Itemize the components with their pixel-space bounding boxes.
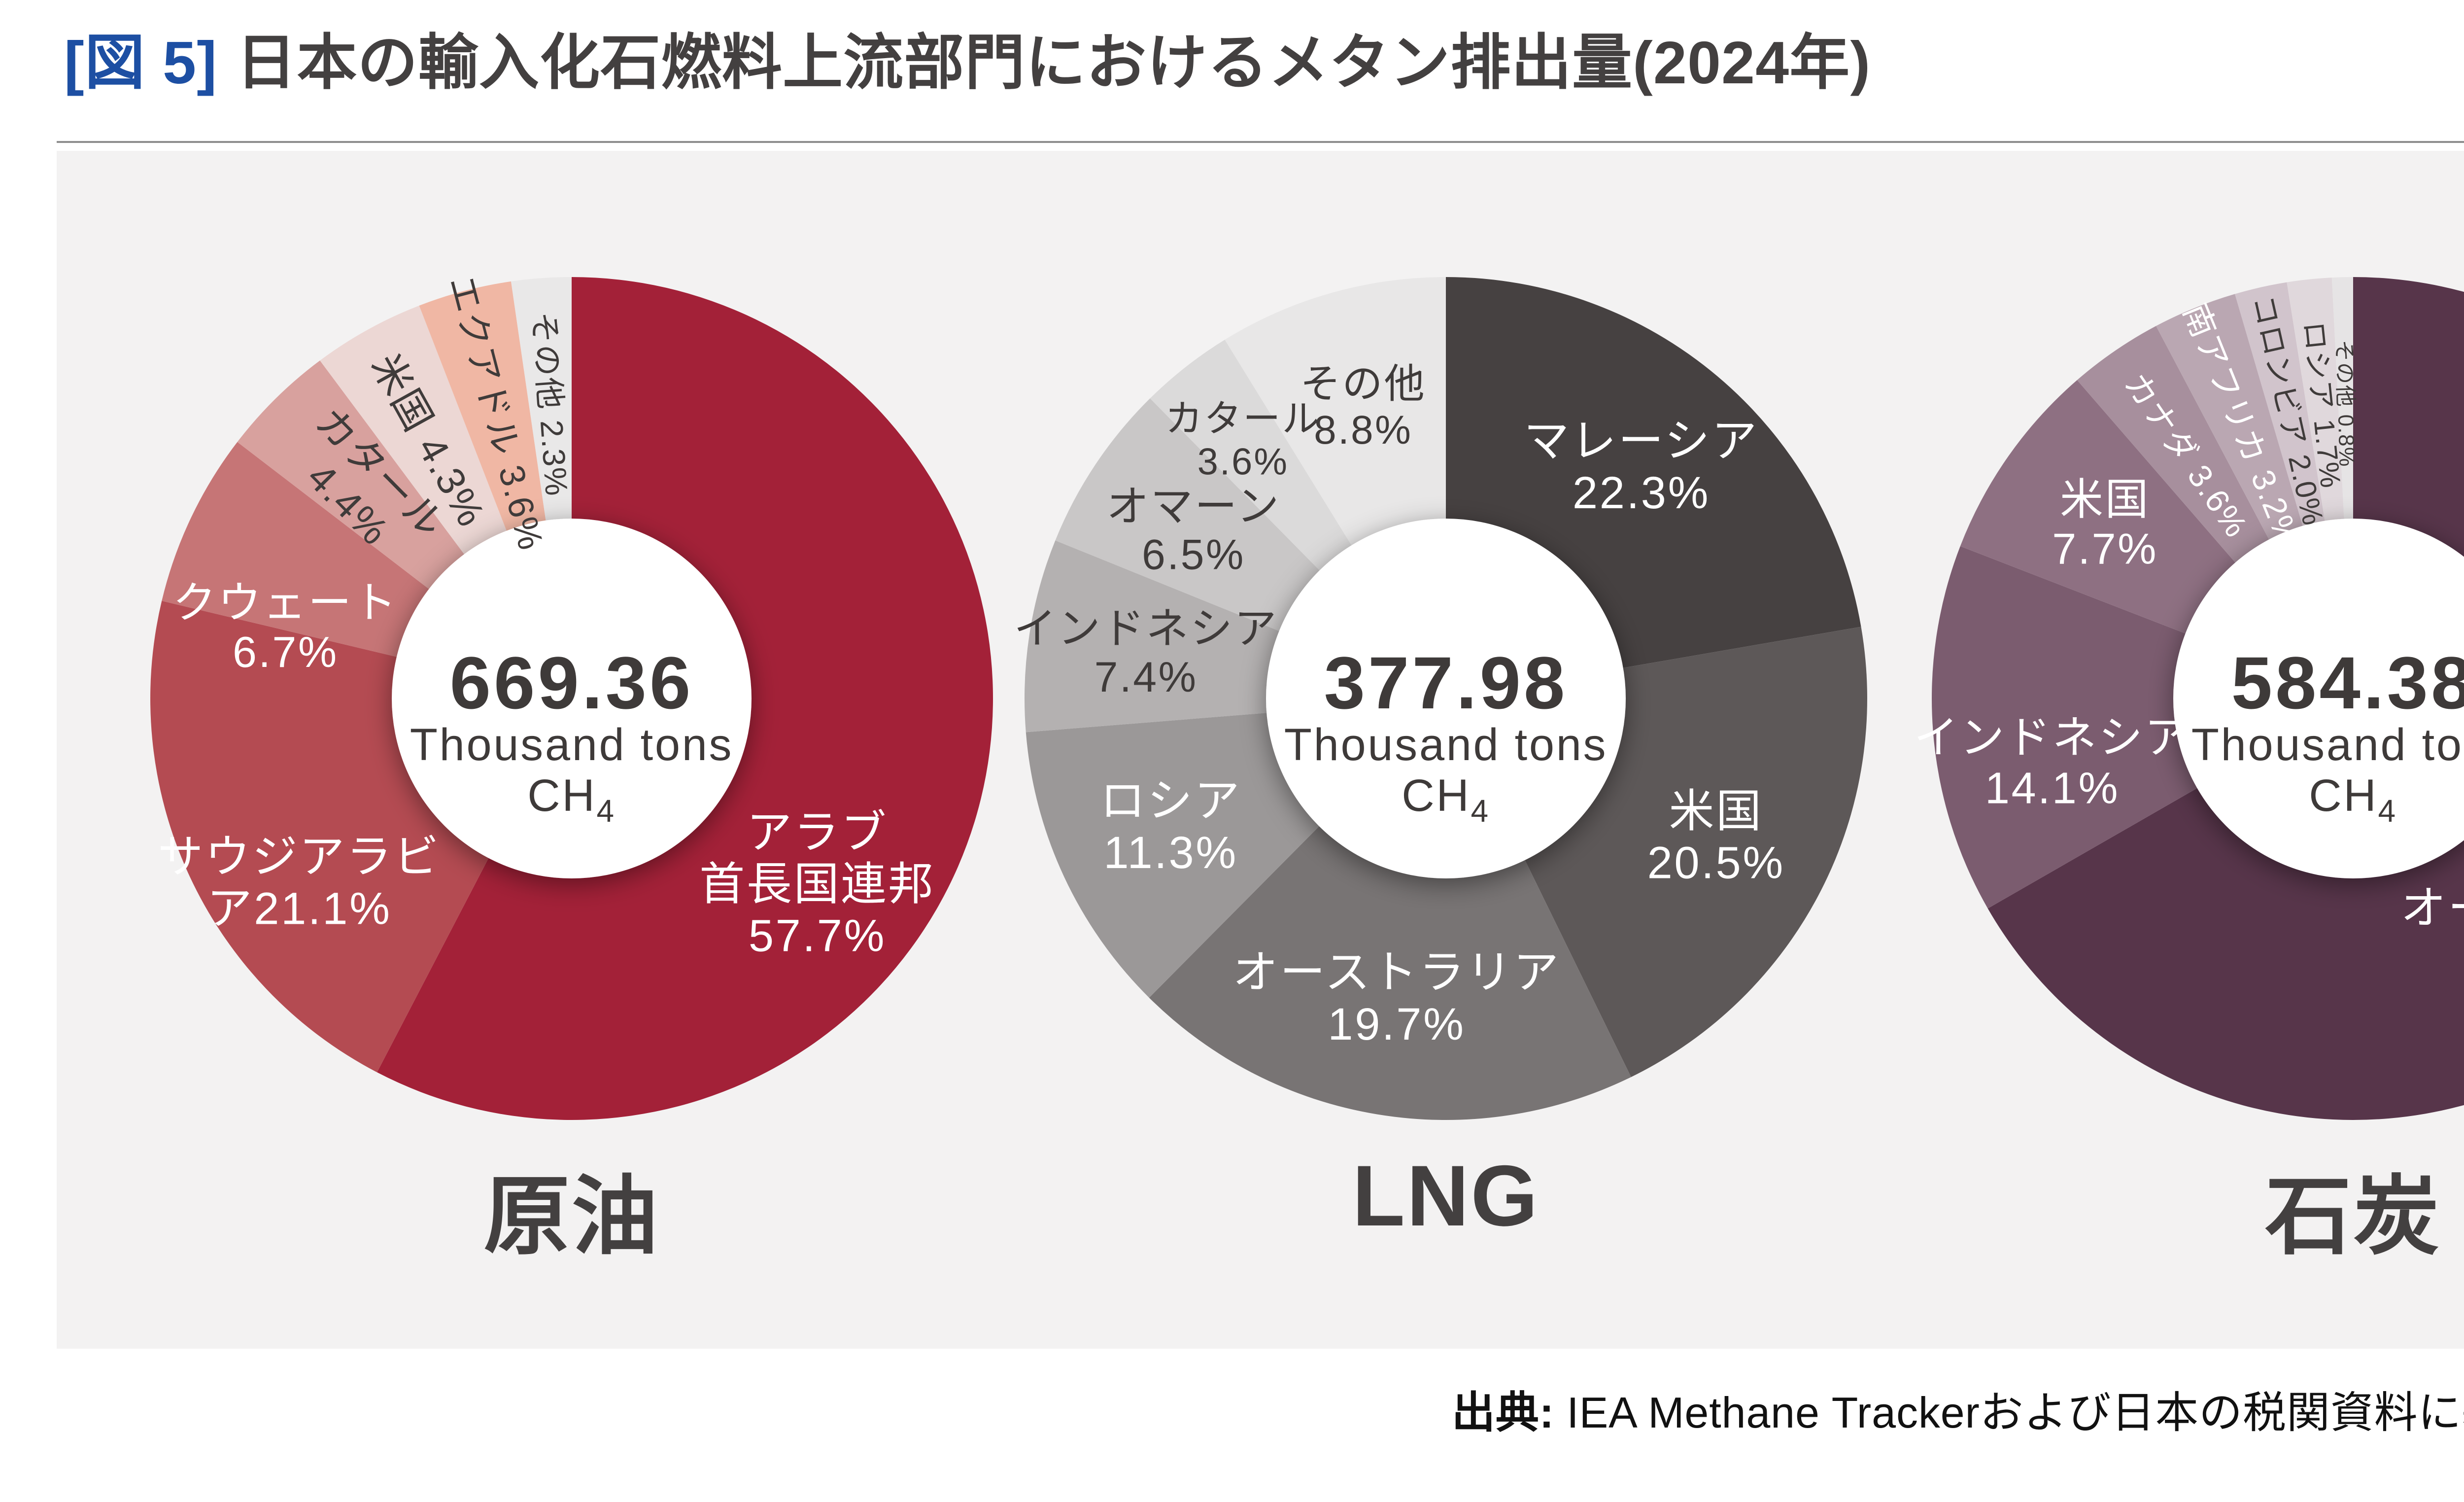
donut-hole <box>2173 519 2464 878</box>
donut-slice-オーストラリア <box>1987 277 2464 1120</box>
slice-label-アラブ首長国連邦: アラブ首長国連邦 57.7% <box>699 807 935 961</box>
figure-number-tag: [図 5] <box>64 29 218 96</box>
slice-label-オマーン: オマーン 6.5% <box>1106 483 1280 578</box>
fuel-label-coal: 石炭 <box>2265 1169 2441 1265</box>
donut-slice-オーストラリア <box>1149 699 1631 1120</box>
slice-label-米国: 米国 20.5% <box>1647 786 1785 888</box>
figure-title-text: 日本の輸入化石燃料上流部門におけるメタン排出量(2024年) <box>236 29 1871 96</box>
chart-panel: アラブ首長国連邦 57.7% サウジアラビア21.1% クウェート 6.7% カタール4.… <box>57 151 2464 1349</box>
source-text: IEA Methane Trackerおよび日本の税関資料に基づいてSFOC試算 <box>1567 1388 2464 1437</box>
source-attribution: 出典: IEA Methane Trackerおよび日本の税関資料に基づいてSF… <box>1452 1378 2464 1440</box>
source-prefix: 出典: <box>1451 1388 1554 1437</box>
center-value: 377.98 <box>1324 641 1568 724</box>
slice-label-インドネシア: インドネシア 7.4% <box>1014 605 1278 701</box>
fuel-label-crude-oil: 原油 <box>483 1169 660 1265</box>
slice-label-米国: 米国 7.7% <box>2052 475 2158 573</box>
donut-slice-インドネシア <box>1932 546 2353 908</box>
center-unit: Thousand tons <box>2191 720 2464 770</box>
donut-hole <box>392 519 752 878</box>
fuel-label-lng: LNG <box>1352 1148 1540 1244</box>
slice-label-その他: その他 0.8% <box>2331 340 2359 468</box>
slice-label-サウジアラビア: サウジアラビア21.1% <box>158 832 441 934</box>
slice-label-マレーシア: マレーシア 22.3% <box>1524 416 1759 518</box>
center-value: 584.38 <box>2231 641 2464 724</box>
slice-label-オーストラリア: オーストラリア 19.7% <box>1232 947 1560 1049</box>
donut-chart-lng: マレーシア 22.3% 米国 20.5% オーストラリア 19.7% ロシア 11.3% インド… <box>1014 277 1867 1120</box>
page-title: [図 5] 日本の輸入化石燃料上流部門におけるメタン排出量(2024年) <box>64 14 1871 101</box>
slice-label-インドネシア: インドネシア 14.1% <box>1915 713 2190 813</box>
center-value: 669.36 <box>450 641 694 724</box>
slice-label-ロシア: ロシア 11.3% <box>1100 776 1241 878</box>
donut-chart-crude-oil: アラブ首長国連邦 57.7%サウジアラビア21.1%クウェート 6.7%カタール4.… <box>150 272 993 1120</box>
slice-label-クウェート: クウェート 6.7% <box>172 578 398 676</box>
title-divider-line <box>57 141 2464 143</box>
center-formula: CH4 <box>1402 770 1490 829</box>
donut-hole <box>1266 519 1626 878</box>
slice-label-オーストラリア: オーストラリア66.3% <box>2400 883 2464 985</box>
slice-label-その他: その他 8.8% <box>1300 362 1426 453</box>
center-unit: Thousand tons <box>410 720 734 770</box>
center-formula: CH4 <box>2309 770 2397 829</box>
slice-label-カタール: カタール 3.6% <box>1165 398 1321 483</box>
center-unit: Thousand tons <box>1284 720 1608 770</box>
center-formula: CH4 <box>527 770 616 829</box>
